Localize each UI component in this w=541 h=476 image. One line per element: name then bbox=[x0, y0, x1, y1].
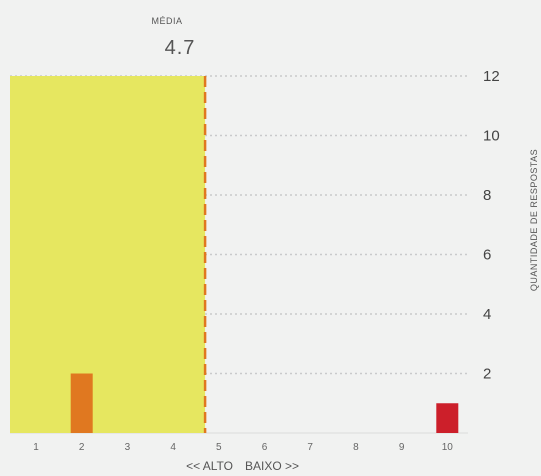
bars bbox=[70, 373, 459, 433]
bar-10 bbox=[436, 403, 459, 433]
y-tick-12: 12 bbox=[483, 68, 500, 85]
x-tick-2: 2 bbox=[79, 442, 85, 453]
y-tick-labels: 2 4 6 8 10 12 bbox=[483, 68, 500, 383]
mean-shade bbox=[10, 76, 206, 433]
y-tick-8: 8 bbox=[483, 187, 491, 204]
x-tick-8: 8 bbox=[353, 442, 359, 453]
x-axis-label-right: BAIXO >> bbox=[245, 459, 299, 473]
y-tick-6: 6 bbox=[483, 247, 491, 264]
x-tick-6: 6 bbox=[262, 442, 268, 453]
x-tick-7: 7 bbox=[307, 442, 313, 453]
x-tick-4: 4 bbox=[170, 442, 176, 453]
mean-label: MÉDIA bbox=[151, 16, 182, 26]
x-tick-5: 5 bbox=[216, 442, 222, 453]
y-tick-4: 4 bbox=[483, 306, 491, 323]
x-tick-labels: 1 2 3 4 5 6 7 8 9 10 bbox=[33, 442, 453, 453]
x-axis-label-left: << ALTO bbox=[186, 459, 233, 473]
y-axis-label: QUANTIDADE DE RESPOSTAS bbox=[529, 149, 539, 291]
y-tick-10: 10 bbox=[483, 128, 500, 145]
x-tick-10: 10 bbox=[442, 442, 454, 453]
x-tick-3: 3 bbox=[125, 442, 131, 453]
mean-value: 4.7 bbox=[165, 37, 196, 59]
bar-2 bbox=[70, 373, 93, 433]
x-tick-1: 1 bbox=[33, 442, 39, 453]
y-tick-2: 2 bbox=[483, 366, 491, 383]
mean-shade-layer bbox=[10, 76, 206, 433]
x-tick-9: 9 bbox=[399, 442, 405, 453]
